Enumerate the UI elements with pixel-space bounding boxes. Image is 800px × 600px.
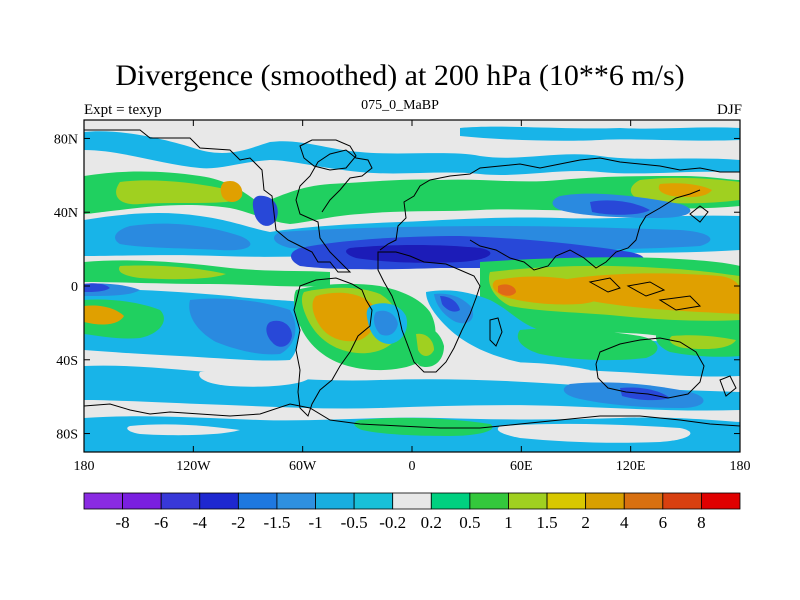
- lat-tick-label: 40N: [54, 206, 78, 221]
- field-region: [498, 284, 516, 296]
- colorbar-label: 0.2: [421, 513, 442, 532]
- lat-tick-label: 40S: [56, 354, 78, 369]
- coastline-japan: [689, 205, 709, 223]
- lon-tick-label: 0: [409, 459, 416, 474]
- colorbar-label: 1: [504, 513, 513, 532]
- colorbar-swatch: [237, 492, 278, 510]
- colorbar-label: -6: [154, 513, 168, 532]
- field-region: [590, 200, 650, 215]
- lat-tick-label: 80S: [56, 428, 78, 443]
- colorbar-label: -0.5: [341, 513, 368, 532]
- field-region: [118, 265, 226, 280]
- coastline-madagascar: [489, 317, 503, 347]
- lon-tick-label: 60E: [510, 459, 533, 474]
- colorbar-label: -0.2: [379, 513, 406, 532]
- colorbar-label: 8: [697, 513, 706, 532]
- colorbar-swatch: [276, 492, 316, 510]
- field-region: [84, 283, 110, 292]
- colorbar-label: 2: [581, 513, 590, 532]
- colorbar-swatch: [160, 492, 201, 510]
- coastline-africa: [377, 251, 481, 373]
- experiment-label: Expt = texyp: [84, 102, 162, 118]
- field-region: [479, 362, 590, 379]
- colorbar-swatch: [508, 492, 548, 510]
- colorbar-label: -1.5: [263, 513, 290, 532]
- lon-tick-label: 180: [74, 459, 95, 474]
- colorbar-swatch: [83, 492, 123, 510]
- field-region: [189, 298, 296, 355]
- field-region: [116, 180, 235, 205]
- coastline-greenland: [299, 139, 357, 171]
- field-region: [440, 296, 460, 312]
- field-region: [416, 333, 434, 356]
- colorbar-label: -4: [193, 513, 208, 532]
- run-label: 075_0_MaBP: [361, 98, 439, 113]
- lon-tick-label: 180: [730, 459, 751, 474]
- colorbar-swatch: [701, 492, 741, 510]
- colorbar-swatch: [662, 492, 702, 510]
- field-region: [84, 131, 740, 175]
- coastline-antarctica: [84, 403, 740, 429]
- field-region: [115, 223, 251, 251]
- season-label: DJF: [716, 102, 742, 118]
- field-region: [560, 273, 740, 314]
- field-region: [517, 328, 658, 361]
- colorbar-label: -2: [231, 513, 245, 532]
- colorbar-swatch: [353, 492, 394, 510]
- field-region: [312, 292, 376, 342]
- colorbar-swatch: [199, 492, 239, 510]
- colorbar-label: -1: [308, 513, 322, 532]
- lon-tick-label: 60W: [289, 459, 317, 474]
- lon-tick-label: 120E: [616, 459, 646, 474]
- plot-title: Divergence (smoothed) at 200 hPa (10**6 …: [115, 59, 685, 92]
- coastline-europe-asia: [379, 157, 740, 251]
- field-region: [426, 290, 740, 377]
- colorbar-swatch: [392, 492, 432, 510]
- colorbar-label: -8: [116, 513, 130, 532]
- colorbar-label: 6: [659, 513, 668, 532]
- colorbar-label: 1.5: [536, 513, 557, 532]
- coastline-australia: [595, 337, 705, 399]
- colorbar-swatch: [585, 492, 625, 510]
- colorbar-swatch: [623, 492, 664, 510]
- colorbar-swatch: [122, 492, 162, 510]
- colorbar: [83, 492, 741, 510]
- colorbar-label: 4: [620, 513, 629, 532]
- colorbar-swatch: [469, 492, 509, 510]
- longitude-axis: 180 120W 60W 0 60E 120E 180: [74, 120, 751, 474]
- field-region: [127, 424, 240, 436]
- field-region: [266, 320, 292, 347]
- coastline-north-america: [84, 129, 373, 273]
- coastline-south-america: [293, 277, 373, 417]
- colorbar-swatch: [430, 492, 471, 510]
- coastline-asia-south: [469, 189, 701, 271]
- field-region: [346, 245, 491, 263]
- lat-tick-label: 0: [71, 280, 78, 295]
- field-region: [252, 195, 278, 226]
- field-region: [460, 126, 740, 141]
- lon-tick-label: 120W: [176, 459, 211, 474]
- latitude-axis: 80N 40N 0 40S 80S: [54, 132, 740, 443]
- colorbar-swatch: [315, 492, 355, 510]
- field-region: [497, 423, 691, 443]
- lat-tick-label: 80N: [54, 132, 78, 147]
- colorbar-label: 0.5: [459, 513, 480, 532]
- field-region: [373, 310, 398, 336]
- field-region: [658, 183, 712, 198]
- coastline-new-zealand: [719, 375, 737, 397]
- field-region: [199, 370, 310, 387]
- field-region: [220, 180, 243, 202]
- colorbar-labels: -8 -6 -4 -2 -1.5 -1 -0.5 -0.2 0.2 0.5 1 1.5 2 4 6 8: [116, 513, 706, 532]
- colorbar-swatch: [546, 492, 587, 510]
- coastline-maritime-continent: [588, 277, 702, 311]
- field-region: [84, 305, 124, 325]
- divergence-field: [84, 120, 740, 452]
- coastlines: [84, 129, 740, 429]
